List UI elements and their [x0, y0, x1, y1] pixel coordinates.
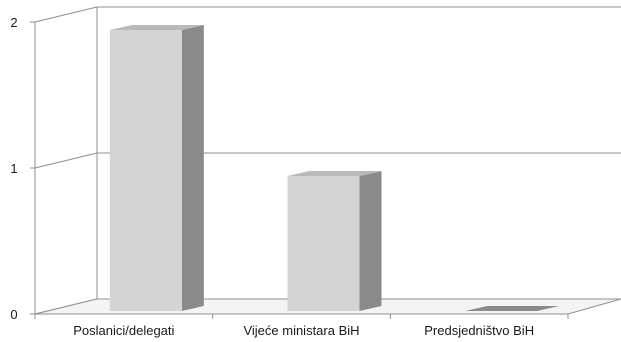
y-tick-label: 0 — [10, 307, 17, 322]
bar — [465, 306, 560, 311]
y-tick-label: 2 — [10, 15, 17, 30]
bar-side — [359, 171, 382, 311]
bar — [287, 176, 360, 311]
y-tick-label: 1 — [10, 161, 17, 176]
bar-top — [109, 25, 204, 30]
bar — [109, 30, 182, 311]
gridline-side — [34, 6, 98, 23]
x-tick-label: Vijeće ministara BiH — [243, 323, 359, 338]
bar-top — [287, 171, 382, 176]
bar-side — [181, 25, 204, 311]
gridline-side — [34, 152, 98, 169]
x-tick-label: Predsjedništvo BiH — [424, 323, 534, 338]
x-tick-label: Poslanici/delegati — [73, 323, 174, 338]
